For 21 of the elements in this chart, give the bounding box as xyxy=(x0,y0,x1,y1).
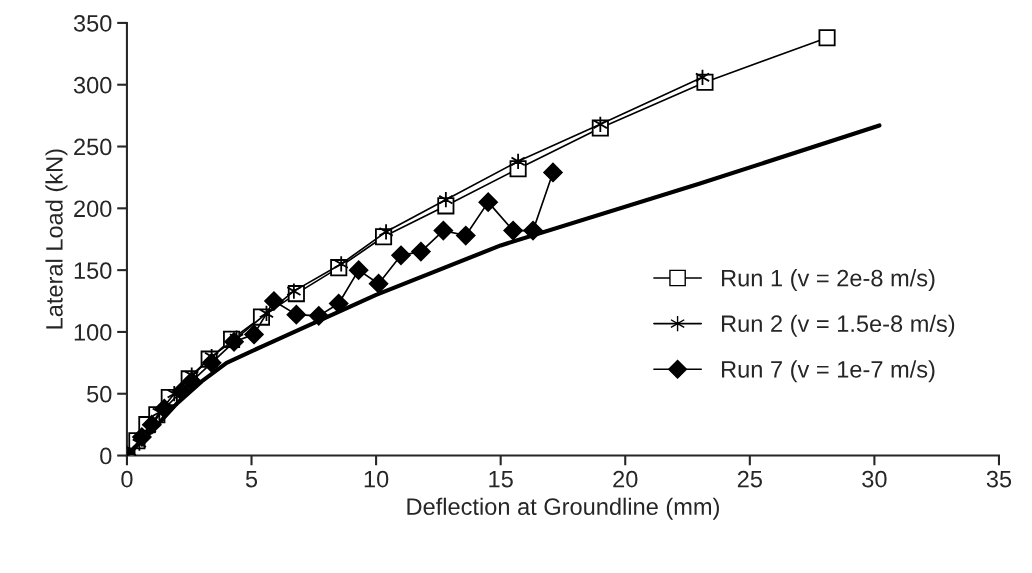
x-axis-title: Deflection at Groundline (mm) xyxy=(407,497,719,520)
y-tick-label: 250 xyxy=(74,138,112,156)
y-tick-label: 0 xyxy=(100,447,112,465)
y-tick-label: 200 xyxy=(74,200,112,218)
y-tick-label: 50 xyxy=(87,385,112,403)
x-tick-label: 20 xyxy=(613,470,638,488)
x-tick-label: 10 xyxy=(364,470,389,488)
x-tick-label: 5 xyxy=(245,470,258,488)
y-tick-label: 350 xyxy=(73,14,112,32)
x-tick-label: 30 xyxy=(862,470,887,488)
legend-label: Run 1 (v = 2e-8 m/s) xyxy=(722,269,935,292)
legend-label: Run 2 (v = 1.5e-8 m/s) xyxy=(722,314,955,337)
y-tick-label: 150 xyxy=(74,262,112,279)
y-tick-label: 100 xyxy=(74,324,112,341)
y-axis-title: Lateral Load (kN) xyxy=(45,149,68,329)
x-tick-label: 0 xyxy=(121,470,133,488)
x-tick-label: 35 xyxy=(986,470,1012,488)
x-tick-label: 15 xyxy=(489,470,513,488)
legend-label: Run 7 (v = 1e-7 m/s) xyxy=(722,360,935,383)
y-tick-label: 300 xyxy=(73,76,112,94)
x-tick-label: 25 xyxy=(737,470,762,488)
